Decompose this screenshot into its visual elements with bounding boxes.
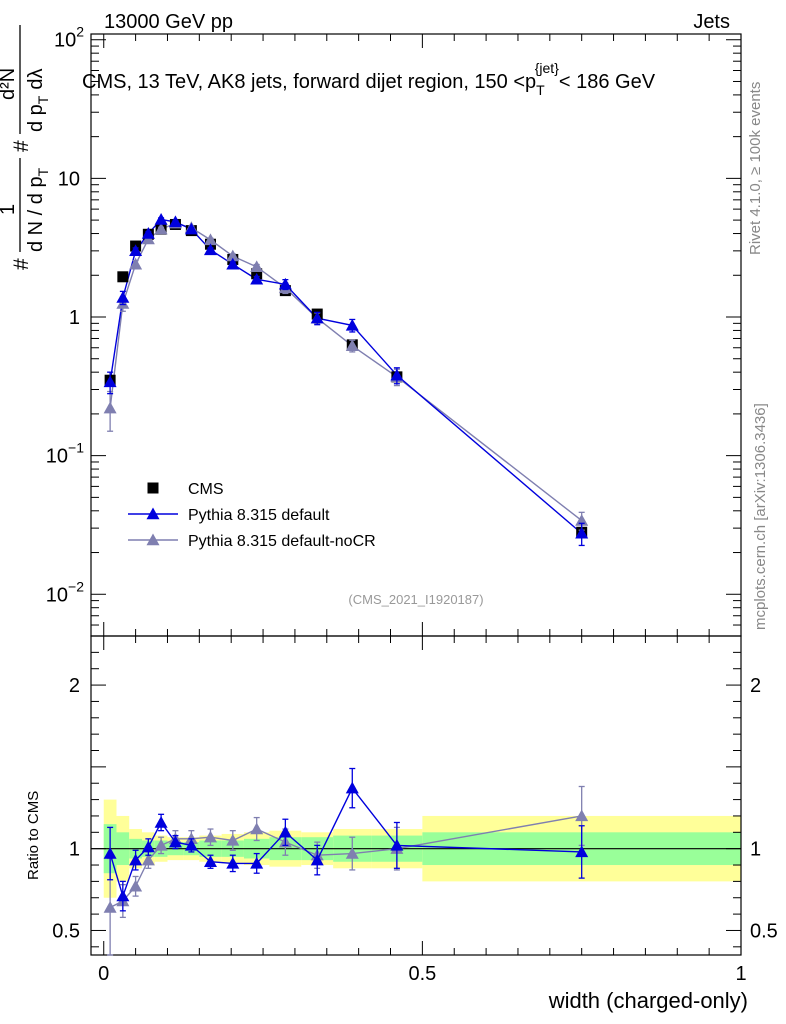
y-tick-label: 1 — [69, 307, 80, 329]
noCR-point — [345, 339, 359, 351]
y-axis-label: # 1 d N / d pT # d²N d pTdλ — [0, 25, 51, 270]
default-ratio-point — [310, 853, 324, 866]
noCR-ratio-point — [226, 833, 240, 846]
noCR-ratio-point — [345, 847, 359, 859]
noCR-ratio-point — [141, 853, 155, 866]
noCR-point — [129, 257, 143, 270]
header-left: 13000 GeV pp — [104, 11, 233, 33]
default-point — [116, 291, 130, 303]
default-point — [103, 375, 117, 388]
noCR-ratio-point — [129, 879, 143, 892]
y-tick-label: 10 — [58, 168, 80, 190]
header-right: Jets — [693, 11, 730, 33]
default-point — [226, 257, 240, 270]
default-point — [168, 215, 182, 228]
default-ratio-point — [141, 840, 155, 853]
ratio-y-tick-label-right: 2 — [750, 675, 761, 697]
default-ratio-point — [116, 889, 130, 902]
noCR-ratio-point — [103, 901, 117, 913]
ratio-y-tick-label-left: 2 — [69, 675, 80, 697]
noCR-point — [575, 514, 589, 526]
mcplots-label: mcplots.cern.ch [arXiv:1306.3436] — [752, 403, 769, 630]
legend-label: Pythia 8.315 default — [188, 507, 330, 524]
default-ratio-point — [226, 856, 240, 869]
ratio-y-tick-label-right: 1 — [750, 839, 761, 861]
default-ratio-point — [250, 856, 264, 869]
y-tick-label: 102 — [54, 24, 84, 52]
legend-marker-cms — [147, 482, 159, 494]
y-tick-label: 10−1 — [46, 440, 84, 468]
default-ratio-point — [168, 835, 182, 848]
default-ratio-point — [575, 845, 589, 858]
ratio-y-tick-label-right: 0.5 — [750, 920, 778, 942]
noCR-point — [103, 401, 117, 414]
legend-label: Pythia 8.315 default-noCR — [188, 533, 376, 550]
default-ratio-point — [103, 847, 117, 859]
noCR-line — [109, 222, 583, 522]
ylabel-num2: d²N — [0, 68, 19, 100]
default-point — [184, 222, 198, 235]
cms-data-point — [117, 271, 129, 283]
x-tick-label: 0.5 — [408, 963, 436, 985]
default-ratio-point — [345, 781, 359, 794]
ratio-y-tick-label-left: 1 — [69, 839, 80, 861]
legend-marker-noCR — [146, 533, 160, 546]
default-point — [154, 213, 168, 225]
ylabel-hash1: # — [10, 258, 33, 270]
noCR-ratio-point — [575, 809, 589, 822]
default-ratio-point — [184, 838, 198, 851]
ylabel-num1: 1 — [0, 204, 19, 215]
default-ratio-point — [390, 838, 404, 851]
x-tick-label: 1 — [735, 963, 746, 985]
ylabel-den1: d N / d pT — [25, 167, 51, 252]
default-ratio-point — [203, 855, 217, 867]
default-ratio-point — [129, 853, 143, 866]
chart-title: CMS, 13 TeV, AK8 jets, forward dijet reg… — [82, 60, 656, 98]
default-ratio-point — [278, 825, 292, 838]
noCR-ratio-point — [154, 838, 168, 851]
legend-label: CMS — [188, 481, 224, 498]
default-point — [390, 368, 404, 381]
noCR-ratio-point — [203, 830, 217, 843]
ratio-plot-panel: 0 0.5 10.5 0.51 12 2 — [52, 635, 778, 985]
ratio-y-tick-label-left: 0.5 — [52, 920, 80, 942]
ylabel-den2: d pTdλ — [25, 69, 51, 133]
default-point — [250, 272, 264, 285]
x-axis-label: width (charged-only) — [548, 988, 748, 1013]
default-ratio-point — [154, 815, 168, 828]
default-line — [109, 218, 583, 534]
x-tick-label: 0 — [98, 963, 109, 985]
noCR-point — [154, 222, 168, 235]
noCR-point — [250, 260, 264, 273]
legend: CMS Pythia 8.315 default Pythia 8.315 defa… — [128, 481, 376, 550]
main-plot-panel: 10−2 10−1 1 10 102 — [46, 24, 742, 637]
default-point — [278, 277, 292, 290]
default-point — [310, 311, 324, 324]
default-point — [141, 227, 155, 239]
default-point — [575, 526, 589, 539]
analysis-id: (CMS_2021_I1920187) — [348, 592, 483, 607]
noCR-point — [203, 233, 217, 246]
noCR-point — [226, 249, 240, 262]
rivet-label: Rivet 4.1.0, ≥ 100k events — [747, 82, 764, 255]
ratio-y-label: Ratio to CMS — [25, 791, 42, 880]
default-point — [345, 318, 359, 331]
ylabel-hash2: # — [10, 140, 33, 152]
y-tick-label: 10−2 — [46, 578, 84, 606]
default-point — [203, 243, 217, 256]
default-point — [129, 244, 143, 257]
ratio-frame — [90, 635, 742, 956]
legend-marker-default — [146, 507, 160, 520]
noCR-ratio-point — [250, 822, 264, 835]
